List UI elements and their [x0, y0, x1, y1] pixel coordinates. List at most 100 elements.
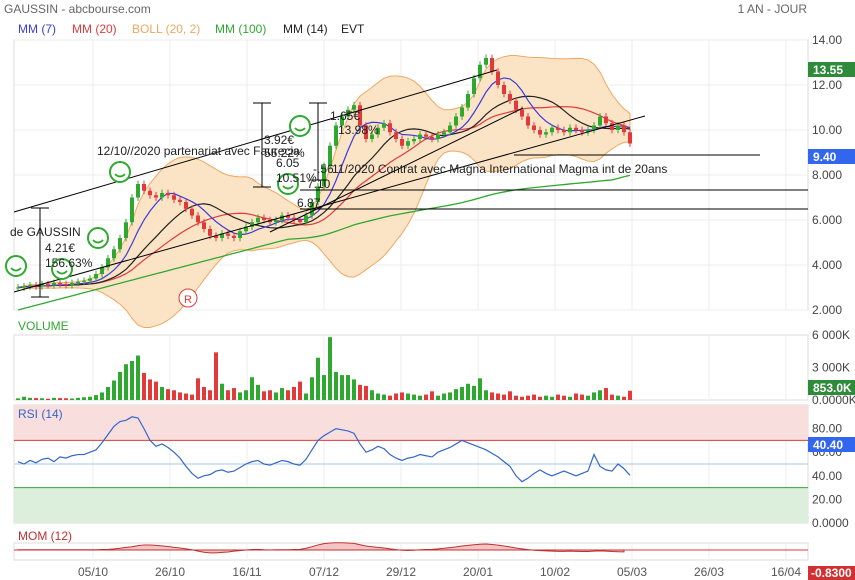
smiley-mouth [92, 239, 104, 244]
candle-body [538, 130, 542, 135]
candle-body [226, 233, 230, 236]
candle-body [256, 217, 260, 223]
candle-body [418, 134, 422, 139]
candle-body [502, 85, 506, 94]
candle-body [70, 283, 74, 286]
price-annotation: 10.51% [276, 171, 317, 185]
volume-bar [598, 390, 602, 400]
smiley-icon [277, 173, 299, 195]
volume-bar [490, 392, 494, 400]
candle-body [196, 215, 200, 223]
trend-channel-upper [13, 69, 498, 213]
chart-title: GAUSSIN - abcbourse.com [4, 2, 151, 16]
mom-value-text: -0.8300 [811, 566, 852, 580]
candle-body [388, 123, 392, 133]
volume-bar [40, 398, 44, 400]
candle-body [400, 139, 404, 146]
candle-body [238, 231, 242, 238]
legend-mm20: MM (20) [72, 22, 117, 36]
volume-bar [472, 385, 476, 400]
volume-bar [376, 393, 380, 400]
candle-body [214, 235, 218, 238]
price-annotation: 1.65€ [330, 109, 360, 123]
volume-bar [592, 392, 596, 400]
candle-body [166, 193, 170, 196]
candle-body [490, 58, 494, 72]
trend-channel-lower [13, 115, 646, 293]
volume-bar [28, 397, 32, 400]
price-annotation: 156.63% [45, 256, 93, 270]
volume-bar [142, 372, 146, 400]
volume-bar [502, 394, 506, 400]
volume-bar [358, 384, 362, 400]
price-annotation: 4.21€ [45, 241, 75, 255]
candle-body [376, 127, 380, 135]
upper-value-tag [808, 62, 855, 77]
volume-bar [202, 387, 206, 400]
x-tick-label: 05/10 [78, 565, 108, 579]
x-tick-label: 05/03 [617, 565, 647, 579]
volume-bar [364, 385, 368, 400]
volume-bar [418, 395, 422, 400]
candle-body [460, 107, 464, 117]
volume-bar [370, 390, 374, 400]
volume-bar [178, 392, 182, 400]
legend-evt: EVT [341, 22, 365, 36]
candle-body [340, 116, 344, 126]
volume-bar [82, 397, 86, 400]
volume-bar [256, 384, 260, 400]
price-tick-label: 2.000 [812, 303, 842, 317]
volume-bar [262, 391, 266, 400]
candle-body [316, 186, 320, 202]
candle-body [514, 100, 518, 110]
mm7-line [17, 77, 631, 289]
candle-body [478, 64, 482, 79]
volume-bar [550, 396, 554, 400]
volume-bar [586, 395, 590, 400]
volume-bar [286, 390, 290, 400]
candle-body [268, 220, 272, 223]
candle-body [124, 222, 128, 238]
volume-bar [52, 397, 56, 400]
candle-body [322, 166, 326, 187]
price-annotation: 55.22% [264, 146, 305, 160]
volume-bar [496, 393, 500, 400]
volume-bar [412, 394, 416, 400]
volume-bar [406, 393, 410, 400]
candle-body [358, 105, 362, 126]
candle-body [220, 233, 224, 238]
volume-bar [130, 361, 134, 400]
candle-body [82, 280, 86, 282]
rsi-tick-label: 40.00 [812, 469, 842, 483]
candle-body [394, 132, 398, 139]
volume-bar [280, 388, 284, 400]
price-annotation: 13.98% [338, 123, 379, 137]
volume-label: VOLUME [18, 319, 69, 333]
volume-bar [460, 387, 464, 400]
mom-label: MOM (12) [18, 529, 72, 543]
candle-body [232, 235, 236, 238]
candle-body [142, 184, 146, 191]
candle-body [334, 125, 338, 146]
candle-body [508, 94, 512, 101]
candle-body [430, 136, 434, 139]
volume-bar [166, 389, 170, 400]
candle-body [556, 127, 560, 130]
volume-bar [310, 377, 314, 400]
smiley-mouth [10, 267, 22, 272]
volume-bar [526, 395, 530, 400]
smiley-icon [289, 115, 311, 137]
candle-body [208, 229, 212, 236]
volume-bar [346, 375, 350, 400]
last-price-text: 9.40 [813, 150, 837, 164]
price-tick-label: 4.000 [812, 258, 842, 272]
x-tick-label: 10/02 [540, 565, 570, 579]
volume-bar [394, 393, 398, 400]
volume-bar [124, 364, 128, 400]
smiley-icon [51, 258, 73, 280]
trend-channel-mid [269, 107, 524, 233]
candle-body [262, 217, 266, 220]
volume-bar [328, 337, 332, 400]
candle-body [592, 125, 596, 130]
